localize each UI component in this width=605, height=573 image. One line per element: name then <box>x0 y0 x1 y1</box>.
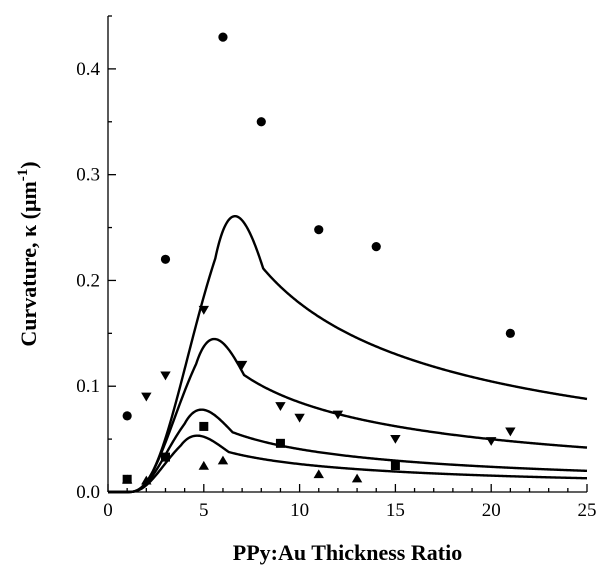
model-curve <box>108 337 588 494</box>
triangle-down-point <box>275 402 286 411</box>
axes: 0 5 10 15 20 25 0.0 0.1 0.2 0.3 0.4 <box>76 15 597 521</box>
x-tick-label: 15 <box>386 500 405 521</box>
y-tick-label: 0.4 <box>76 59 100 80</box>
triangle-down-point <box>198 305 209 315</box>
circle-point <box>505 328 515 338</box>
x-tick-label: 25 <box>578 500 597 521</box>
triangle-down-point <box>486 437 497 446</box>
model-curve <box>108 434 588 494</box>
y-tick-label: 0.0 <box>76 482 100 503</box>
model-curves <box>108 214 588 494</box>
axis-labels: PPy:Au Thickness Ratio Curvature, κ (μm-… <box>15 161 462 565</box>
triangle-up-point <box>313 469 324 479</box>
circle-point <box>314 225 324 235</box>
x-tick-label: 20 <box>482 500 501 521</box>
circle-point <box>122 411 132 421</box>
square-point <box>199 421 209 431</box>
triangle-up-point <box>141 475 152 485</box>
data-points <box>121 32 516 485</box>
triangle-up-point <box>351 473 363 483</box>
y-axis-title-superscript: -1 <box>15 169 31 182</box>
y-axis-title-main: Curvature, κ (μm <box>16 181 41 346</box>
triangle-down-point <box>505 427 516 437</box>
square-point <box>122 474 132 484</box>
triangle-down-point <box>236 360 248 370</box>
y-axis-title-close: ) <box>16 161 41 168</box>
circle-point <box>160 254 171 264</box>
triangle-up-point <box>217 455 229 465</box>
y-axis-title: Curvature, κ (μm-1) <box>15 161 41 346</box>
square-point <box>390 461 400 471</box>
triangle-down-point <box>141 392 152 402</box>
model-curve <box>108 408 588 494</box>
circle-point <box>218 32 228 42</box>
triangle-down-point <box>332 410 344 420</box>
y-tick-label: 0.1 <box>76 376 100 397</box>
circle-point <box>256 117 266 127</box>
square-point <box>160 452 170 462</box>
triangle-up-point <box>198 460 209 470</box>
x-tick-label: 5 <box>199 500 209 521</box>
circle-point <box>371 241 381 252</box>
y-tick-label: 0.3 <box>76 165 100 186</box>
triangle-down-point <box>160 371 171 381</box>
x-axis-title: PPy:Au Thickness Ratio <box>233 540 462 565</box>
triangle-down-point <box>294 413 305 423</box>
y-tick-label: 0.2 <box>76 270 100 291</box>
model-curve <box>108 214 588 494</box>
x-tick-label: 10 <box>290 500 309 521</box>
square-point <box>275 438 285 448</box>
x-tick-label: 0 <box>103 500 113 521</box>
triangle-down-point <box>390 434 401 444</box>
